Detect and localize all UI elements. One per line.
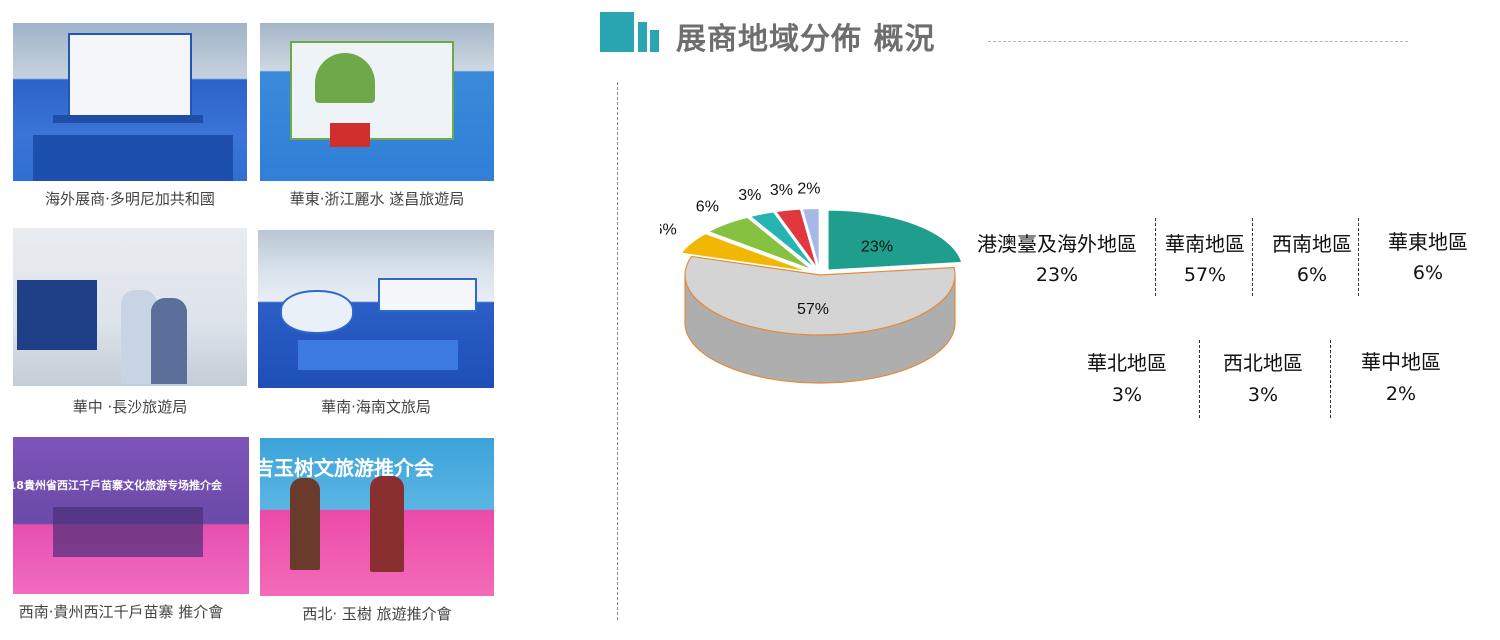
pie-data-label: 57% — [797, 301, 829, 318]
legend-region-percent: 23% — [1035, 264, 1079, 286]
photo-changsha-booth — [13, 228, 247, 386]
photo-caption: 西北· 玉樹 旅遊推介會 — [302, 605, 452, 623]
pie-slice — [774, 208, 818, 269]
legend-region-percent: 57% — [1183, 264, 1227, 286]
legend-region-name: 華東地區 — [1388, 230, 1468, 254]
legend-separator — [1199, 340, 1200, 418]
pie-data-label: 6% — [660, 222, 677, 239]
pie-slice — [748, 211, 816, 270]
pie-slice — [680, 232, 810, 273]
photo-caption: 西南·貴州西江千戶苗寨 推介會 — [18, 603, 224, 621]
legend-separator — [1330, 340, 1331, 418]
legend-separator — [1358, 218, 1359, 296]
photo-caption: 華中 ·長沙旅遊局 — [72, 398, 188, 416]
legend-region-name: 華南地區 — [1165, 232, 1245, 256]
legend-separator — [1252, 218, 1253, 296]
pie-data-label: 2% — [797, 180, 820, 197]
photo-caption: 華南·海南文旅局 — [321, 398, 431, 416]
photo-hainan-hall — [258, 230, 494, 388]
legend-region-percent: 3% — [1247, 384, 1279, 406]
pie-data-label: 3% — [770, 182, 793, 199]
panel-divider — [617, 82, 618, 620]
photo-dominican-booth — [13, 23, 247, 181]
page-title: 展商地域分佈 概況 — [676, 22, 936, 57]
photo-caption: 海外展商·多明尼加共和國 — [45, 190, 215, 208]
pie-data-label: 3% — [738, 187, 761, 204]
pie-slice — [684, 255, 956, 336]
legend-region-name: 華中地區 — [1361, 350, 1441, 374]
pie-slice — [827, 209, 963, 271]
pie-slice — [801, 207, 820, 269]
photo-caption: 華東·浙江麗水 遂昌旅遊局 — [289, 190, 465, 208]
photo-guizhou-event: 018貴州省西江千戶苗寨文化旅游专场推介会 — [13, 437, 249, 594]
photo-zhejiang-booth — [260, 23, 494, 181]
pie-slice — [706, 216, 813, 271]
title-bar-small-2 — [650, 30, 659, 52]
legend-region-name: 西南地區 — [1272, 232, 1352, 256]
event-banner-text: 吉玉树文旅游推介会 — [260, 456, 434, 480]
photo-yushu-event: 吉玉树文旅游推介会 — [260, 438, 494, 596]
legend-separator — [1155, 218, 1156, 296]
title-bar-small-1 — [638, 22, 647, 52]
legend-region-percent: 3% — [1111, 384, 1143, 406]
title-divider — [988, 41, 1408, 42]
title-bar-large — [600, 12, 634, 52]
pie-data-label: 6% — [696, 199, 719, 216]
legend-region-percent: 2% — [1385, 383, 1417, 405]
legend-region-name: 華北地區 — [1087, 351, 1167, 375]
event-banner-text: 018貴州省西江千戶苗寨文化旅游专场推介会 — [13, 479, 222, 492]
pie-data-label: 23% — [861, 238, 893, 255]
legend-region-name: 西北地區 — [1223, 351, 1303, 375]
region-pie-chart: 23%57%6%6%3%3%2% — [660, 180, 963, 384]
legend-region-name: 港澳臺及海外地區 — [977, 232, 1137, 256]
legend-region-percent: 6% — [1412, 262, 1444, 284]
legend-region-percent: 6% — [1296, 264, 1328, 286]
